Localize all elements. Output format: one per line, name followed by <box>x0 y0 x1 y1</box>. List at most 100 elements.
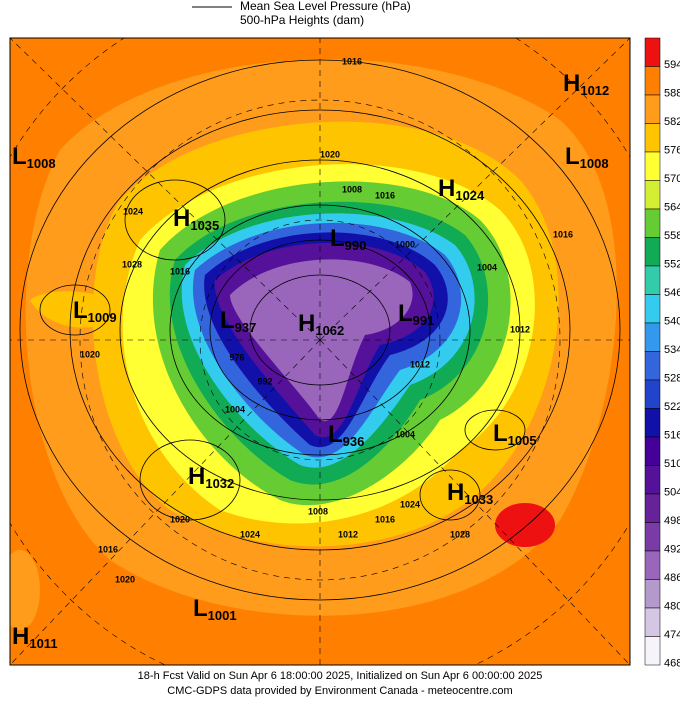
center-value: 1009 <box>88 310 117 325</box>
center-kind: L <box>12 143 27 170</box>
colorbar-label: 594 <box>664 59 680 71</box>
pressure-center: L936 <box>328 421 364 449</box>
colorbar-bin <box>644 322 661 352</box>
contour-label: 1004 <box>477 262 497 272</box>
colorbar-label: 552 <box>664 259 680 271</box>
colorbar-label: 588 <box>664 88 680 100</box>
pressure-center: L937 <box>220 307 256 335</box>
center-value: 1011 <box>29 636 57 651</box>
contour-label: 1008 <box>308 506 328 516</box>
colorbar-bin <box>644 123 661 153</box>
colorbar-label: 570 <box>664 173 680 185</box>
contour-label: 1016 <box>375 190 395 200</box>
colorbar-bin <box>644 37 661 67</box>
center-value: 1035 <box>190 218 219 233</box>
colorbar-bin <box>644 522 661 552</box>
colorbar-label: 480 <box>664 601 680 613</box>
contour-label: 1028 <box>450 529 470 539</box>
center-kind: H <box>563 70 580 97</box>
contour-label: 1024 <box>240 529 260 539</box>
center-kind: H <box>173 205 190 232</box>
center-value: 936 <box>343 434 365 449</box>
colorbar-label: 564 <box>664 202 680 214</box>
colorbar-label: 474 <box>664 629 680 641</box>
colorbar-bin <box>644 237 661 267</box>
center-kind: L <box>330 225 345 252</box>
pressure-center: H1035 <box>173 205 219 233</box>
center-value: 1033 <box>464 492 493 507</box>
contour-label: 1012 <box>510 324 530 334</box>
contour-label: 976 <box>229 352 244 362</box>
pressure-center: H1062 <box>298 310 344 338</box>
colorbar-label: 504 <box>664 487 680 499</box>
colorbar-bin <box>644 265 661 295</box>
colorbar-bin <box>644 436 661 466</box>
colorbar-bin <box>644 379 661 409</box>
center-value: 990 <box>345 238 367 253</box>
colorbar-label: 582 <box>664 116 680 128</box>
pressure-center: L1009 <box>73 297 117 325</box>
colorbar-label: 546 <box>664 287 680 299</box>
colorbar-label: 510 <box>664 458 680 470</box>
contour-label: 1004 <box>225 404 245 414</box>
colorbar-bin <box>644 94 661 124</box>
center-kind: H <box>12 623 29 650</box>
colorbar-bin <box>644 465 661 495</box>
pressure-center: L990 <box>330 225 366 253</box>
center-value: 1008 <box>580 156 609 171</box>
colorbar-label: 528 <box>664 373 680 385</box>
contour-label: 1008 <box>342 184 362 194</box>
contour-label: 1016 <box>342 56 362 66</box>
colorbar-label: 522 <box>664 401 680 413</box>
center-kind: H <box>298 310 315 337</box>
contour-label: 1012 <box>338 529 358 539</box>
colorbar-bin <box>644 151 661 181</box>
legend-text: Mean Sea Level Pressure (hPa) <box>240 0 411 13</box>
footer-text: 18-h Fcst Valid on Sun Apr 6 18:00:00 20… <box>138 670 543 682</box>
colorbar-label: 516 <box>664 430 680 442</box>
pressure-center: H1033 <box>447 479 493 507</box>
colorbar-bin <box>644 351 661 381</box>
pressure-center: H1024 <box>438 175 485 203</box>
center-value: 937 <box>235 320 257 335</box>
contour-label: 1020 <box>80 349 100 359</box>
center-value: 1008 <box>27 156 56 171</box>
colorbar-label: 486 <box>664 572 680 584</box>
pressure-center: H1012 <box>563 70 609 98</box>
colorbar-bin <box>644 579 661 609</box>
colorbar-label: 498 <box>664 515 680 527</box>
colorbar-bin <box>644 408 661 438</box>
colorbar-bin <box>644 493 661 523</box>
contour-label: 992 <box>257 376 272 386</box>
contour-label: 1016 <box>375 514 395 524</box>
map-frame <box>9 37 631 666</box>
center-kind: H <box>447 479 464 506</box>
colorbar-label: 468 <box>664 658 680 670</box>
colorbar-bin <box>644 208 661 238</box>
contour-label: 1020 <box>170 514 190 524</box>
colorbar-bin <box>644 180 661 210</box>
center-value: 1032 <box>205 476 234 491</box>
contour-label: 1016 <box>170 266 190 276</box>
center-kind: L <box>565 143 580 170</box>
center-value: 1001 <box>208 608 237 623</box>
colorbar-bin <box>644 66 661 96</box>
contour-label: 1020 <box>320 149 340 159</box>
legend-text: 500-hPa Heights (dam) <box>240 13 364 27</box>
center-kind: H <box>438 175 455 202</box>
center-kind: L <box>193 595 208 622</box>
center-kind: L <box>493 420 508 447</box>
colorbar-label: 540 <box>664 316 680 328</box>
center-kind: H <box>188 463 205 490</box>
colorbar-bin <box>644 294 661 324</box>
pressure-center: L1005 <box>493 420 537 448</box>
center-kind: L <box>73 297 88 324</box>
colorbar-label: 558 <box>664 230 680 242</box>
pressure-center: L1008 <box>565 143 609 171</box>
contour-label: 1028 <box>122 259 142 269</box>
colorbar-bin <box>644 636 661 666</box>
center-value: 1024 <box>455 188 485 203</box>
colorbar-label: 534 <box>664 344 680 356</box>
